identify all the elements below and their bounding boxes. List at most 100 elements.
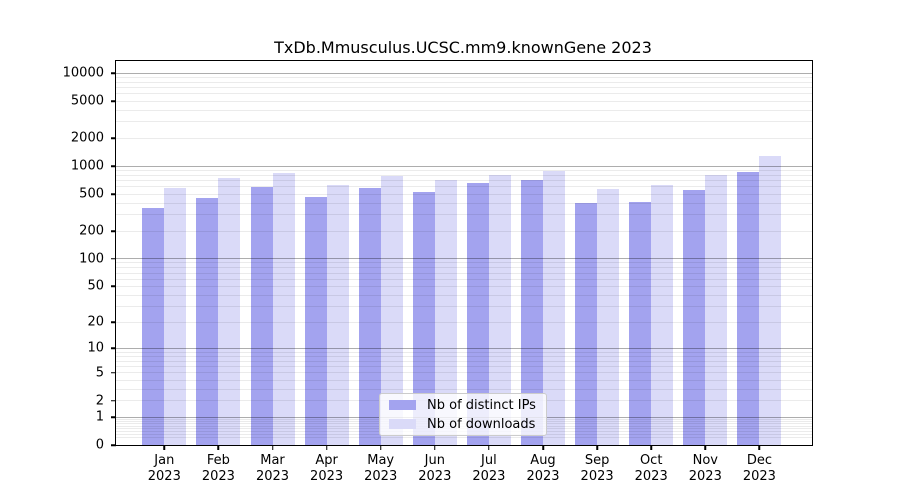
y-tick-mark [111, 193, 116, 195]
y-tick-label: 20 [87, 314, 104, 330]
x-tick-mark [542, 445, 544, 450]
bar-downloads [218, 177, 241, 445]
legend-label-downloads: Nb of downloads [427, 416, 536, 432]
x-tick-month: Jun [424, 453, 445, 468]
x-tick-mark [163, 445, 166, 450]
y-tick-label: 50 [87, 278, 104, 294]
x-tick-year: 2023 [580, 469, 614, 484]
x-tick-label: Dec 2023 [743, 453, 776, 485]
x-tick-mark [271, 445, 274, 450]
bar-downloads [164, 187, 187, 445]
y-tick-label: 1 [95, 409, 104, 425]
x-tick-month: Sep [584, 453, 610, 468]
legend-swatch-distinct-ips [389, 400, 416, 410]
bar-downloads [651, 185, 674, 445]
x-tick-mark [758, 445, 761, 450]
x-tick-label: May 2023 [364, 453, 397, 485]
y-tick-mark [111, 100, 116, 102]
y-tick-mark [111, 165, 116, 167]
bar-downloads [705, 175, 728, 445]
x-tick-mark [650, 445, 652, 450]
y-tick-mark [111, 444, 116, 446]
legend-item-distinct-ips: Nb of distinct IPs [389, 397, 537, 413]
bar-distinct-ips [683, 190, 706, 445]
bar-downloads [488, 174, 511, 445]
x-tick-year: 2023 [634, 469, 668, 484]
x-tick-year: 2023 [742, 469, 776, 484]
gridline [116, 81, 812, 83]
x-tick-mark [596, 445, 598, 450]
gridline [116, 87, 812, 89]
y-tick-label: 10000 [62, 65, 104, 81]
y-tick-mark [111, 321, 116, 323]
x-tick-label: Apr 2023 [310, 453, 343, 485]
bar-downloads [272, 173, 295, 445]
bar-downloads [759, 155, 782, 445]
bar-distinct-ips [466, 183, 489, 445]
x-tick-label: Aug 2023 [526, 453, 559, 485]
gridline [116, 93, 812, 95]
plot-area: 10000 5000 2000 1000 500 200 100 50 20 10 5 2 1 0 Jan 2… [63, 60, 813, 484]
legend-item-downloads: Nb of downloads [389, 416, 537, 432]
bar-distinct-ips [412, 191, 435, 445]
x-tick-mark [325, 445, 328, 450]
x-tick-label: Mar 2023 [256, 453, 289, 485]
x-tick-year: 2023 [526, 469, 560, 484]
y-tick-label: 200 [79, 223, 104, 239]
y-tick-mark [111, 371, 116, 374]
gridline [116, 165, 812, 167]
bar-distinct-ips [358, 187, 381, 445]
x-tick-mark [434, 445, 436, 450]
y-tick-mark [111, 285, 116, 288]
x-tick-month: Oct [639, 453, 663, 468]
x-tick-label: Jun 2023 [418, 453, 451, 485]
x-tick-year: 2023 [418, 469, 452, 484]
x-tick-mark [217, 445, 220, 450]
bar-distinct-ips [142, 208, 165, 445]
gridline [116, 109, 812, 111]
x-tick-year: 2023 [255, 469, 290, 484]
legend-swatch-downloads [389, 419, 416, 429]
bar-distinct-ips [304, 196, 327, 445]
legend: Nb of distinct IPs Nb of downloads [379, 393, 547, 436]
x-tick-mark [704, 445, 707, 450]
x-tick-label: Jul 2023 [472, 453, 505, 485]
bar-distinct-ips [196, 198, 219, 445]
x-tick-mark [488, 445, 490, 450]
y-tick-mark [111, 399, 116, 402]
bar-distinct-ips [521, 180, 543, 445]
y-tick-mark [111, 230, 116, 232]
x-tick-month: Nov [692, 453, 718, 468]
y-tick-label: 2000 [70, 130, 104, 146]
x-tick-month: Feb [206, 453, 230, 468]
x-tick-year: 2023 [201, 469, 235, 484]
x-tick-year: 2023 [688, 469, 722, 484]
bar-downloads [434, 179, 457, 445]
bar-downloads [597, 188, 620, 445]
x-tick-label: Oct 2023 [635, 453, 668, 485]
bar-downloads [380, 176, 403, 445]
y-tick-mark [111, 137, 116, 139]
y-tick-mark [111, 257, 116, 260]
y-tick-mark [111, 416, 116, 418]
y-tick-label: 100 [79, 251, 104, 267]
y-tick-label: 5 [95, 365, 104, 381]
y-tick-label: 10 [87, 340, 104, 356]
x-tick-mark [379, 445, 382, 450]
bar-downloads [326, 185, 349, 445]
bar-distinct-ips [737, 171, 760, 445]
gridline [116, 121, 812, 123]
y-tick-label: 500 [79, 186, 104, 202]
bar-distinct-ips [629, 201, 652, 445]
bar-distinct-ips [575, 203, 598, 445]
y-tick-mark [111, 347, 116, 349]
x-tick-month: Apr [315, 453, 338, 468]
legend-label-distinct-ips: Nb of distinct IPs [427, 397, 536, 413]
gridline [116, 100, 812, 102]
x-tick-year: 2023 [147, 469, 181, 484]
x-tick-month: Aug [530, 453, 556, 468]
x-tick-month: Mar [260, 453, 285, 468]
x-tick-month: Jan [154, 453, 175, 468]
chart-title: TxDb.Mmusculus.UCSC.mm9.knownGene 2023 [274, 38, 652, 57]
